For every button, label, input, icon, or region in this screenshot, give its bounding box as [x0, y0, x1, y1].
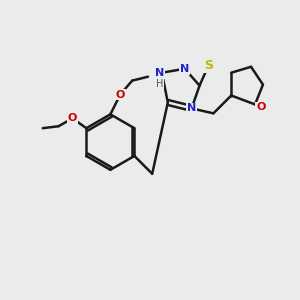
Text: H: H: [156, 79, 164, 88]
Text: N: N: [187, 103, 196, 113]
Text: S: S: [204, 59, 213, 72]
Text: O: O: [116, 89, 125, 100]
Text: O: O: [68, 113, 77, 123]
Text: N: N: [180, 64, 189, 74]
Text: N: N: [155, 68, 164, 78]
Text: O: O: [256, 102, 266, 112]
